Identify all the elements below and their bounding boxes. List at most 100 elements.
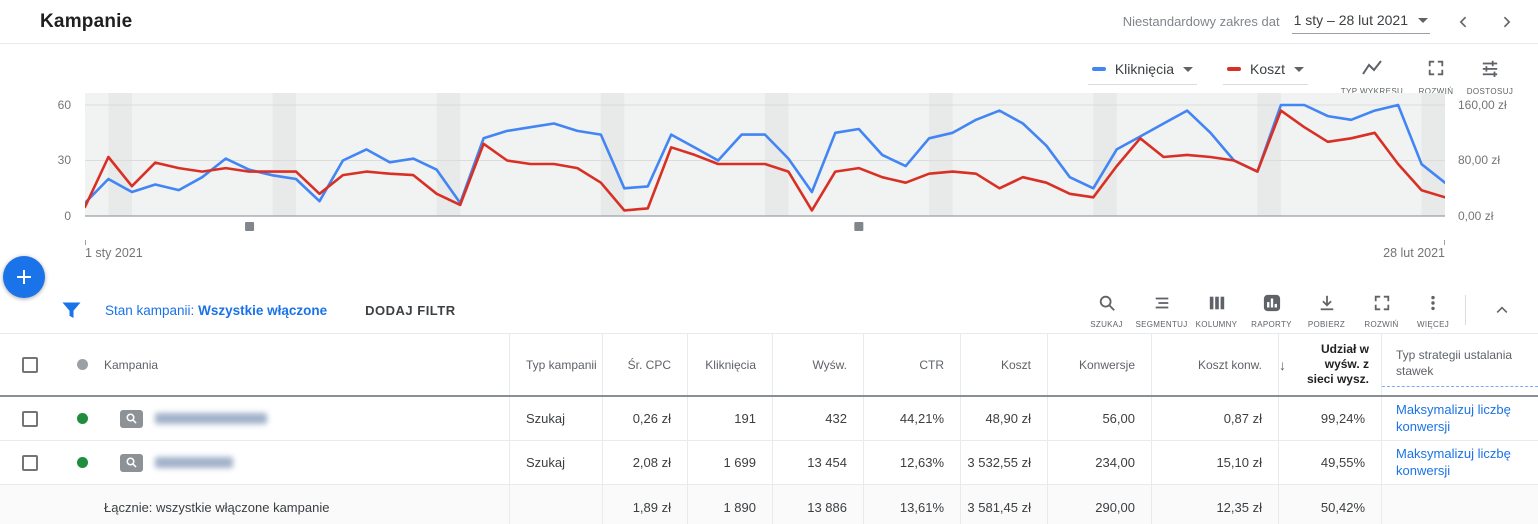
column-label: Typ strategii ustalania stawek (1382, 342, 1538, 387)
next-period-button[interactable] (1498, 14, 1514, 30)
collapse-chart-button[interactable] (1480, 302, 1524, 318)
right-tick-80: 80,00 zł (1458, 153, 1501, 167)
date-range-value: 1 sty – 28 lut 2021 (1293, 12, 1408, 28)
chart-adjust-button[interactable]: DOSTOSUJ (1462, 53, 1518, 96)
totals-bid-strategy (1382, 485, 1538, 524)
redacted-campaign-name (155, 457, 233, 468)
status-enabled-icon[interactable] (76, 457, 88, 468)
select-all-checkbox[interactable] (22, 356, 38, 373)
date-range-area: Niestandardowy zakres dat 1 sty – 28 lut… (1123, 9, 1514, 34)
column-label: Kampania (104, 357, 159, 372)
add-campaign-button[interactable] (3, 256, 45, 298)
chevron-down-icon (1418, 17, 1428, 23)
redacted-campaign-name (155, 413, 267, 424)
row-checkbox[interactable] (22, 454, 38, 471)
line-chart-icon (1362, 60, 1382, 75)
column-header-ctr[interactable]: CTR (864, 334, 961, 395)
column-header-impressions[interactable]: Wyśw. (773, 334, 864, 395)
bid-strategy-link[interactable]: Maksymalizuj liczbę konwersji (1396, 401, 1511, 434)
cost-legend-label: Koszt (1249, 61, 1285, 77)
campaign-name-cell[interactable] (104, 397, 510, 440)
column-header-conversions[interactable]: Konwersje (1048, 334, 1152, 395)
bid-strategy-cell: Maksymalizuj liczbę konwersji (1382, 397, 1538, 440)
download-button[interactable]: POBIERZ (1299, 292, 1354, 329)
previous-period-button[interactable] (1456, 14, 1472, 30)
campaign-status-filter[interactable]: Stan kampanii: Wszystkie włączone (105, 303, 327, 318)
x-axis-labels: 1 sty 2021 28 lut 2021 (85, 246, 1445, 260)
reports-button[interactable]: RAPORTY (1244, 292, 1299, 329)
segment-icon (1155, 297, 1168, 308)
column-label: Śr. CPC (627, 357, 671, 372)
column-header-campaign[interactable]: Kampania (104, 334, 510, 395)
conversions-cell: 56,00 (1048, 397, 1152, 440)
impressions-cell: 432 (773, 397, 864, 440)
x-axis-end-label: 28 lut 2021 (1383, 246, 1445, 260)
column-label: Udział w wyśw. z sieci wysz. (1306, 342, 1369, 386)
trend-chart-svg (85, 93, 1445, 231)
clicks-cell: 1 699 (688, 441, 773, 484)
column-label: Kliknięcia (705, 357, 756, 372)
totals-impressions: 13 886 (773, 485, 864, 524)
conversions-cell: 234,00 (1048, 441, 1152, 484)
cost-per-conv-cell: 0,87 zł (1152, 397, 1279, 440)
reports-icon (1263, 294, 1280, 311)
search-button[interactable]: SZUKAJ (1079, 292, 1134, 329)
column-label: Wyśw. (812, 357, 847, 372)
column-label: Koszt konw. (1197, 357, 1262, 372)
campaign-name-cell[interactable] (104, 441, 510, 484)
page-title: Kampanie (40, 10, 133, 32)
status-filter-icon[interactable] (76, 359, 88, 370)
trend-chart[interactable] (85, 93, 1445, 235)
x-axis-tick-end (1444, 240, 1445, 245)
column-header-clicks[interactable]: Kliknięcia (688, 334, 773, 395)
cost-legend-swatch (1226, 67, 1241, 71)
columns-button[interactable]: KOLUMNY (1189, 292, 1244, 329)
chart-expand-button[interactable]: ROZWIŃ (1410, 53, 1462, 96)
legend-metric-clicks[interactable]: Kliknięcia (1087, 53, 1197, 85)
segment-label: SEGMENTUJ (1135, 319, 1188, 329)
table-toolbar: SZUKAJ SEGMENTUJ KOLUMNY RAPORTY POBIERZ… (1079, 287, 1524, 333)
tune-icon (1482, 60, 1498, 77)
bid-strategy-link[interactable]: Maksymalizuj liczbę konwersji (1396, 445, 1511, 478)
search-label: SZUKAJ (1090, 319, 1123, 329)
x-axis-start-label: 1 sty 2021 (85, 246, 143, 260)
row-checkbox[interactable] (22, 410, 38, 427)
column-label: Koszt (1000, 357, 1031, 372)
column-header-cost[interactable]: Koszt (961, 334, 1048, 395)
totals-ctr: 13,61% (864, 485, 961, 524)
totals-clicks: 1 890 (688, 485, 773, 524)
column-header-cost-per-conv[interactable]: Koszt konw. (1152, 334, 1279, 395)
filter-funnel-icon (62, 302, 81, 319)
top-bar: Kampanie Niestandardowy zakres dat 1 sty… (0, 0, 1538, 44)
column-header-bid-strategy[interactable]: Typ strategii ustalania stawek (1382, 334, 1538, 395)
more-button[interactable]: WIĘCEJ (1409, 292, 1457, 329)
cost-cell: 48,90 zł (961, 397, 1048, 440)
column-header-avg-cpc[interactable]: Śr. CPC (603, 334, 688, 395)
clicks-legend-label: Kliknięcia (1114, 61, 1174, 77)
date-range-picker[interactable]: 1 sty – 28 lut 2021 (1291, 9, 1430, 34)
column-header-type[interactable]: Typ kampanii (510, 334, 603, 395)
campaign-type-cell: Szukaj (510, 441, 603, 484)
download-label: POBIERZ (1307, 319, 1346, 329)
sort-descending-icon: ↓ (1279, 356, 1286, 373)
add-filter-button[interactable]: DODAJ FILTR (365, 302, 456, 318)
expand-table-button[interactable]: ROZWIŃ (1354, 292, 1409, 329)
campaign-type-cell: Szukaj (510, 397, 603, 440)
totals-search-impr-share: 50,42% (1279, 485, 1382, 524)
segment-button[interactable]: SEGMENTUJ (1134, 292, 1189, 329)
right-axis-ticks: 160,00 zł 80,00 zł 0,00 zł (1448, 93, 1538, 235)
status-enabled-icon[interactable] (76, 413, 88, 424)
chart-type-button[interactable]: TYP WYKRESU (1334, 53, 1410, 96)
plus-icon (17, 270, 31, 284)
right-tick-0: 0,00 zł (1458, 209, 1494, 223)
legend-metric-cost[interactable]: Koszt (1222, 53, 1308, 85)
date-range-type-label: Niestandardowy zakres dat (1122, 14, 1280, 29)
search-impr-share-cell: 49,55% (1279, 441, 1382, 484)
search-icon (1099, 295, 1115, 311)
left-tick-30: 30 (57, 153, 71, 167)
performance-chart-section: Kliknięcia Koszt TYP WYKRESU ROZWIŃ DOST… (0, 44, 1538, 287)
column-label: Konwersje (1078, 357, 1135, 372)
ctr-cell: 12,63% (864, 441, 961, 484)
column-header-search-impr-share[interactable]: ↓ Udział w wyśw. z sieci wysz. (1279, 334, 1382, 395)
totals-label: Łącznie: wszystkie włączone kampanie (0, 485, 510, 524)
